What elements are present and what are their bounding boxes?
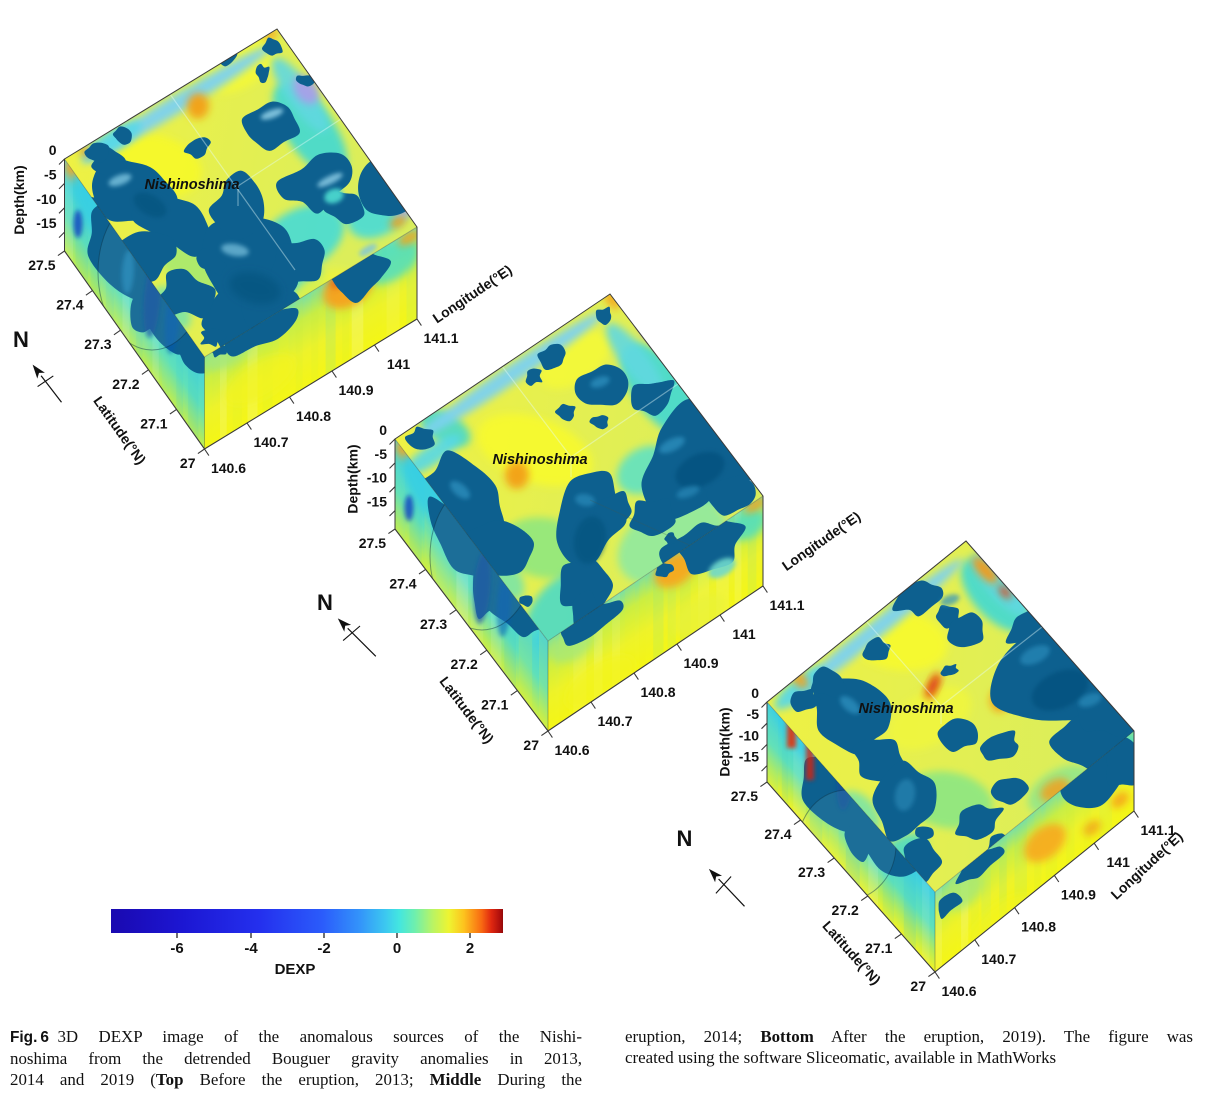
svg-text:27.5: 27.5 (28, 257, 55, 273)
svg-text:140.7: 140.7 (597, 713, 632, 729)
svg-text:140.8: 140.8 (296, 408, 331, 424)
svg-text:140.6: 140.6 (211, 460, 246, 476)
svg-text:-15: -15 (367, 494, 387, 510)
svg-text:141: 141 (732, 626, 756, 642)
svg-text:-4: -4 (244, 940, 258, 957)
svg-text:27.5: 27.5 (731, 788, 758, 804)
svg-text:141.1: 141.1 (1140, 822, 1175, 838)
svg-text:27.2: 27.2 (451, 656, 478, 672)
svg-text:-10: -10 (739, 727, 759, 743)
svg-text:0: 0 (751, 685, 759, 701)
svg-text:27.2: 27.2 (112, 376, 139, 392)
svg-text:27.1: 27.1 (481, 697, 508, 713)
svg-text:27.2: 27.2 (832, 902, 859, 918)
svg-text:Nishinoshima: Nishinoshima (492, 452, 587, 468)
svg-text:-15: -15 (36, 215, 56, 231)
svg-text:0: 0 (379, 422, 387, 438)
svg-text:-10: -10 (36, 191, 56, 207)
svg-text:0: 0 (393, 940, 401, 957)
svg-text:140.7: 140.7 (981, 951, 1016, 967)
svg-text:27.5: 27.5 (359, 535, 386, 551)
svg-text:0: 0 (49, 142, 57, 158)
svg-text:140.7: 140.7 (253, 434, 288, 450)
svg-text:27: 27 (180, 455, 196, 471)
svg-text:DEXP: DEXP (275, 961, 316, 978)
svg-text:27.4: 27.4 (764, 826, 791, 842)
svg-text:27.3: 27.3 (798, 864, 825, 880)
svg-text:140.6: 140.6 (941, 983, 976, 999)
svg-text:27: 27 (523, 737, 539, 753)
svg-text:140.9: 140.9 (683, 655, 718, 671)
svg-text:2: 2 (466, 940, 474, 957)
svg-text:N: N (677, 826, 693, 851)
svg-text:-15: -15 (739, 749, 759, 765)
svg-text:Depth(km): Depth(km) (11, 165, 27, 234)
svg-text:141.1: 141.1 (423, 330, 458, 346)
svg-text:141: 141 (1107, 854, 1131, 870)
svg-text:27: 27 (910, 978, 926, 994)
svg-text:-2: -2 (317, 940, 330, 957)
svg-text:27.3: 27.3 (420, 616, 447, 632)
svg-text:27.3: 27.3 (84, 336, 111, 352)
svg-text:27.1: 27.1 (140, 415, 167, 431)
svg-text:-6: -6 (170, 940, 183, 957)
svg-text:140.6: 140.6 (554, 742, 589, 758)
svg-text:27.4: 27.4 (389, 575, 416, 591)
svg-text:141.1: 141.1 (769, 597, 804, 613)
svg-text:-5: -5 (747, 706, 760, 722)
svg-text:Nishinoshima: Nishinoshima (858, 701, 953, 717)
svg-text:141: 141 (387, 356, 411, 372)
svg-text:Nishinoshima: Nishinoshima (144, 177, 239, 193)
svg-text:N: N (13, 327, 29, 352)
svg-text:140.8: 140.8 (640, 684, 675, 700)
svg-text:-5: -5 (44, 166, 57, 182)
svg-text:140.9: 140.9 (1061, 886, 1096, 902)
svg-text:27.4: 27.4 (56, 297, 83, 313)
svg-text:27.1: 27.1 (865, 940, 892, 956)
svg-text:140.9: 140.9 (338, 382, 373, 398)
svg-text:-10: -10 (367, 470, 387, 486)
svg-text:Depth(km): Depth(km) (345, 444, 361, 513)
svg-text:-5: -5 (375, 446, 388, 462)
svg-text:Depth(km): Depth(km) (717, 707, 733, 776)
svg-text:N: N (317, 590, 333, 615)
svg-text:140.8: 140.8 (1021, 919, 1056, 935)
